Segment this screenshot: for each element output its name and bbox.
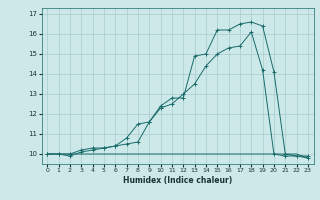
X-axis label: Humidex (Indice chaleur): Humidex (Indice chaleur): [123, 176, 232, 185]
